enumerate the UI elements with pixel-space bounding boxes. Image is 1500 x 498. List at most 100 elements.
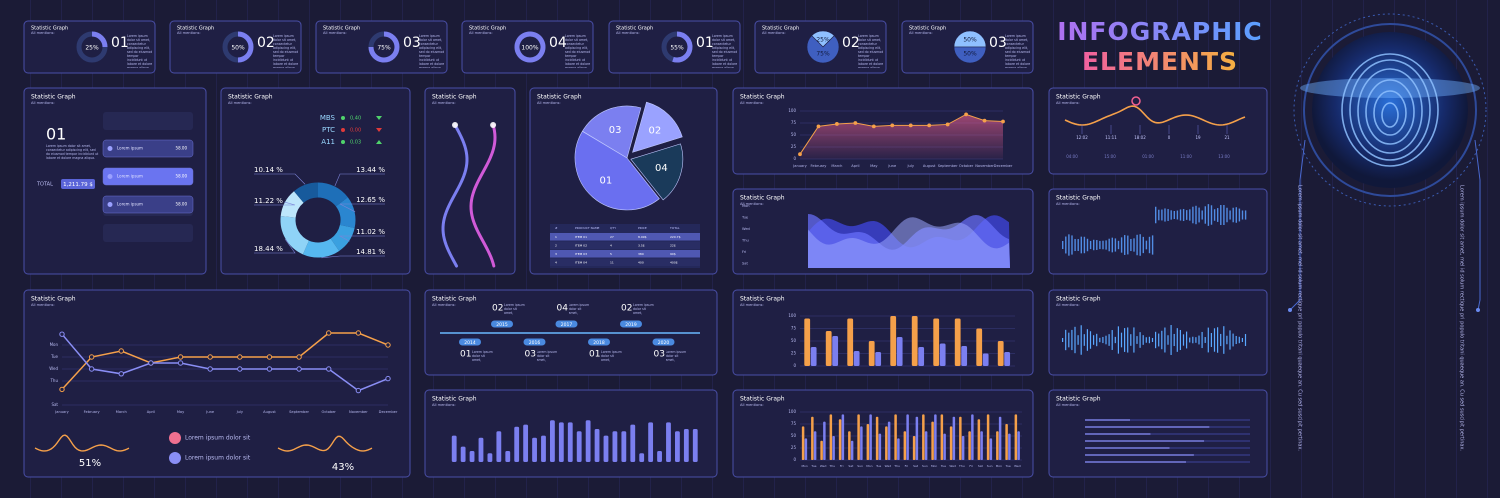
table-cell: 27: [610, 235, 614, 239]
y-tick-label: 0: [793, 363, 796, 368]
bar: [875, 352, 882, 366]
panel: [424, 87, 516, 275]
table-cell: 2: [555, 244, 557, 248]
bar: [612, 431, 618, 462]
spectrum-bar: [1148, 236, 1151, 254]
bar: [558, 422, 564, 462]
panel-heading: Statistic Graph: [1056, 396, 1101, 403]
panel-heading: Statistic Graph: [31, 94, 76, 101]
bar: [885, 426, 888, 460]
x-tick-label: Wed: [1014, 464, 1021, 468]
bar: [869, 414, 872, 460]
legend-arrow: [376, 128, 382, 132]
title-line-1: INFOGRAPHIC: [1057, 17, 1263, 46]
percent-label: 51%: [79, 458, 101, 469]
pie-slice: [574, 130, 660, 211]
panel-heading: Statistic Graph: [469, 26, 506, 32]
audio-bar: [1108, 334, 1110, 346]
bar: [841, 414, 845, 460]
donut-segment: [335, 197, 356, 229]
bar: [890, 316, 897, 366]
panel-heading: Statistic Graph: [177, 26, 214, 32]
audio-bar: [1235, 335, 1237, 345]
y-tick-label: Tue: [50, 354, 58, 359]
audio-bar: [1229, 330, 1231, 350]
bar: [811, 416, 814, 460]
donut-leader: [334, 173, 385, 187]
audio-bar: [1102, 336, 1104, 344]
audio-bar: [1142, 335, 1144, 345]
table-cell: 4: [555, 261, 557, 265]
bar: [924, 431, 928, 460]
y-tick-label: 25: [791, 351, 797, 356]
panel-subheading: All mentions:: [31, 31, 55, 35]
panel: [1048, 188, 1268, 275]
panel-subheading: All mentions:: [228, 101, 252, 105]
card-number: 02: [257, 35, 275, 51]
bar: [857, 414, 860, 460]
table-cell: 11: [610, 261, 614, 265]
bar: [961, 436, 965, 460]
pie-slice: [953, 46, 987, 64]
item-amount: 58.00: [176, 202, 188, 207]
year-label: 2015: [496, 322, 508, 328]
table-row: [550, 250, 700, 258]
audio-bar: [1189, 337, 1191, 343]
audio-bar: [1124, 328, 1126, 352]
table-cell: 4: [610, 244, 612, 248]
lorem-text: Lorem ipsum dolor sit amet, consectetur …: [565, 34, 591, 68]
table-cell: 3: [555, 252, 557, 256]
donut-leader: [254, 238, 296, 254]
bar: [576, 431, 582, 462]
audio-bar: [1096, 333, 1098, 347]
x-tick-label: Sun: [922, 464, 928, 468]
bar: [666, 422, 671, 462]
list-item: [102, 195, 194, 214]
donut-leader: [321, 255, 385, 259]
timeline-number: 02: [492, 304, 503, 314]
fp-dot: [1288, 308, 1292, 312]
point: [385, 342, 391, 348]
x-tick-label: Tue: [1005, 464, 1011, 468]
bar: [621, 431, 627, 462]
audio-bar: [1071, 329, 1073, 351]
bar: [943, 433, 946, 460]
bar: [980, 431, 983, 460]
panel-subheading: All mentions:: [1056, 101, 1080, 105]
wave-top-label: 11:11: [1105, 135, 1117, 140]
bar: [594, 429, 600, 462]
panel: [220, 87, 411, 275]
bar: [550, 420, 555, 462]
pie-label: 25%: [816, 37, 830, 44]
table-row: [550, 233, 700, 241]
audio-bar: [1080, 325, 1082, 355]
point: [871, 124, 876, 129]
bar: [986, 414, 990, 460]
list-item: [102, 167, 194, 186]
item-amount: 58.00: [176, 146, 188, 151]
x-tick-label: Thu: [829, 464, 836, 468]
item-amount: 58.00: [176, 174, 188, 179]
bar: [487, 453, 493, 462]
timeline-number: 02: [621, 304, 632, 314]
line: [61, 332, 389, 390]
item-name: Lorem ipsum: [117, 202, 143, 207]
point: [88, 354, 95, 360]
bar: [469, 451, 475, 462]
table-cell: 380: [638, 252, 644, 256]
point: [237, 354, 243, 360]
donut-leader: [339, 203, 385, 213]
point: [59, 386, 65, 393]
year-pill: [491, 320, 513, 328]
audio-bar: [1077, 335, 1079, 345]
x-tick-label: January: [54, 410, 69, 414]
point: [355, 330, 362, 336]
list-dot: [107, 202, 113, 207]
bar: [912, 436, 916, 460]
spectrum-bar: [1111, 237, 1113, 253]
bar: [648, 422, 654, 462]
sparkline: [34, 434, 130, 452]
year-pill: [459, 338, 481, 346]
bar: [567, 422, 573, 462]
